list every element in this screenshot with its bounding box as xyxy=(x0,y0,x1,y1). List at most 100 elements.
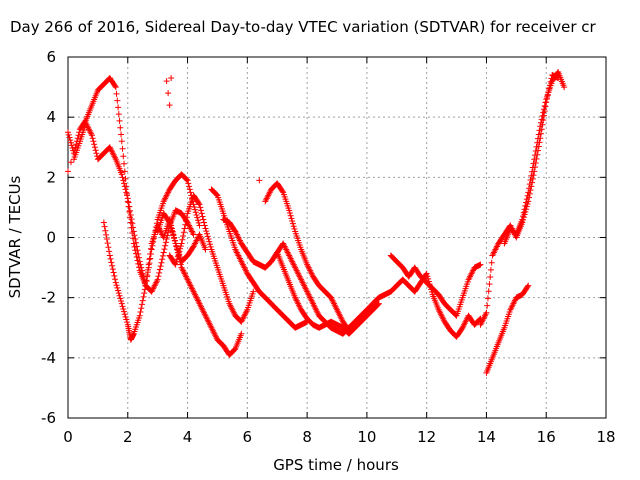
data-point xyxy=(177,261,184,268)
data-point xyxy=(91,144,98,151)
data-point xyxy=(525,189,532,196)
data-point xyxy=(138,267,145,274)
data-point xyxy=(123,316,130,323)
data-point xyxy=(141,290,148,297)
data-point xyxy=(185,180,192,187)
data-point xyxy=(524,283,531,290)
data-point xyxy=(127,207,134,214)
data-point xyxy=(127,211,134,218)
series-track-n xyxy=(501,69,568,247)
y-tick-label: 2 xyxy=(46,168,56,186)
data-point xyxy=(519,216,526,223)
data-point xyxy=(484,295,491,302)
data-point xyxy=(123,189,130,196)
data-point xyxy=(542,99,549,106)
data-point xyxy=(147,251,154,258)
data-point xyxy=(118,131,125,138)
data-point xyxy=(160,249,167,256)
data-point xyxy=(118,300,125,307)
x-tick-label: 0 xyxy=(63,428,73,446)
data-point xyxy=(196,222,203,229)
data-point xyxy=(178,240,185,247)
data-point xyxy=(204,233,211,240)
data-point xyxy=(138,264,145,271)
data-point xyxy=(143,277,150,284)
data-point xyxy=(65,131,72,138)
data-point xyxy=(487,273,494,280)
data-point xyxy=(106,252,113,259)
data-point xyxy=(108,259,115,266)
data-point xyxy=(100,219,107,226)
data-point xyxy=(537,123,544,130)
data-point xyxy=(525,282,532,289)
data-point xyxy=(114,97,121,104)
data-point xyxy=(112,82,119,89)
data-point xyxy=(423,270,430,277)
data-point xyxy=(180,232,187,239)
data-point xyxy=(114,284,121,291)
data-point xyxy=(541,102,548,109)
data-point xyxy=(137,308,144,315)
data-point xyxy=(103,231,110,238)
data-point xyxy=(126,203,133,210)
x-tick-label: 18 xyxy=(596,428,615,446)
data-point xyxy=(539,113,546,120)
data-point xyxy=(157,263,164,270)
data-point xyxy=(161,246,168,253)
data-point xyxy=(74,135,81,142)
data-point xyxy=(375,300,382,307)
data-point xyxy=(119,145,126,152)
data-point xyxy=(290,223,297,230)
data-point xyxy=(89,135,96,142)
data-point xyxy=(67,159,74,166)
data-point xyxy=(165,218,172,225)
data-point xyxy=(526,181,533,188)
data-point xyxy=(538,116,545,123)
data-point xyxy=(206,238,213,245)
data-point xyxy=(287,212,294,219)
x-tick-label: 16 xyxy=(537,428,556,446)
data-point xyxy=(485,288,492,295)
x-tick-label: 2 xyxy=(123,428,133,446)
data-point xyxy=(115,111,122,118)
grid xyxy=(68,57,606,418)
data-point xyxy=(120,153,127,160)
data-point xyxy=(132,239,139,246)
data-point xyxy=(167,222,174,229)
data-point xyxy=(458,325,465,332)
data-point xyxy=(288,215,295,222)
data-point xyxy=(189,244,196,251)
data-point xyxy=(540,109,547,116)
data-point xyxy=(124,195,131,202)
data-point xyxy=(289,220,296,227)
data-point xyxy=(172,240,179,247)
data-point xyxy=(117,124,124,131)
data-point xyxy=(112,84,119,91)
data-point xyxy=(104,240,111,247)
data-point xyxy=(184,177,191,184)
data-point xyxy=(174,256,181,263)
data-point xyxy=(121,183,128,190)
data-point xyxy=(146,256,153,263)
data-point xyxy=(111,272,118,279)
data-point xyxy=(173,258,180,265)
series-track-j xyxy=(345,270,484,340)
data-point xyxy=(198,207,205,214)
data-point xyxy=(140,293,147,300)
data-point xyxy=(121,308,128,315)
data-point xyxy=(286,210,293,217)
data-point xyxy=(213,191,220,198)
data-point xyxy=(109,262,116,269)
data-point xyxy=(135,251,142,258)
data-point xyxy=(112,276,119,283)
data-point xyxy=(231,227,238,234)
data-point xyxy=(129,220,136,227)
data-point xyxy=(116,117,123,124)
data-point xyxy=(203,228,210,235)
data-point xyxy=(120,305,127,312)
data-point xyxy=(540,106,547,113)
data-point xyxy=(159,252,166,259)
axis-ticks xyxy=(67,56,607,419)
data-point xyxy=(177,245,184,252)
